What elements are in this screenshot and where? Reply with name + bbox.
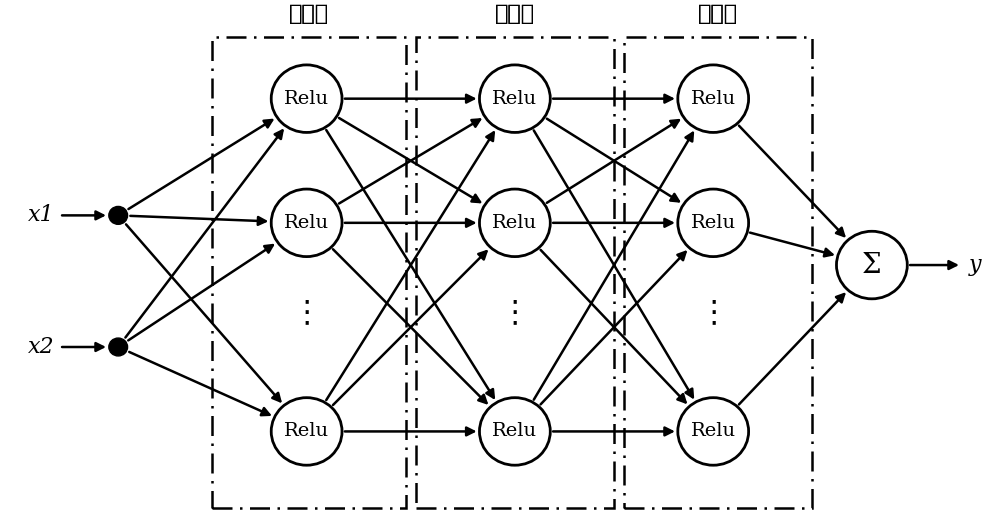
Text: 第二层: 第二层 — [495, 4, 535, 24]
Ellipse shape — [109, 206, 128, 224]
Text: ⋮: ⋮ — [698, 298, 728, 327]
Ellipse shape — [678, 189, 749, 257]
Text: Relu: Relu — [492, 423, 537, 440]
Ellipse shape — [479, 397, 550, 465]
Ellipse shape — [271, 65, 342, 132]
Text: Relu: Relu — [284, 90, 329, 108]
Ellipse shape — [678, 65, 749, 132]
Bar — [416, 37, 614, 508]
Text: 第三层: 第三层 — [698, 4, 738, 24]
Text: 第三层: 第三层 — [698, 4, 738, 24]
Ellipse shape — [271, 397, 342, 465]
Text: Relu: Relu — [691, 90, 736, 108]
Text: Relu: Relu — [492, 90, 537, 108]
Text: ⋮: ⋮ — [500, 298, 530, 327]
Text: Relu: Relu — [492, 214, 537, 232]
Ellipse shape — [109, 338, 128, 356]
Bar — [212, 37, 406, 508]
Text: 第一层: 第一层 — [289, 4, 329, 24]
Text: ⋮: ⋮ — [291, 298, 322, 327]
Ellipse shape — [479, 189, 550, 257]
Text: y: y — [969, 254, 981, 276]
Ellipse shape — [678, 397, 749, 465]
Text: 第二层: 第二层 — [495, 4, 535, 24]
Ellipse shape — [479, 65, 550, 132]
Text: Relu: Relu — [284, 423, 329, 440]
Text: Relu: Relu — [284, 214, 329, 232]
Ellipse shape — [836, 232, 907, 299]
Text: Relu: Relu — [691, 423, 736, 440]
Text: 第一层: 第一层 — [289, 4, 329, 24]
Ellipse shape — [271, 189, 342, 257]
Bar — [624, 37, 812, 508]
Text: Relu: Relu — [691, 214, 736, 232]
Text: Σ: Σ — [862, 251, 882, 279]
Text: x2: x2 — [28, 336, 54, 358]
Text: x1: x1 — [28, 204, 54, 226]
